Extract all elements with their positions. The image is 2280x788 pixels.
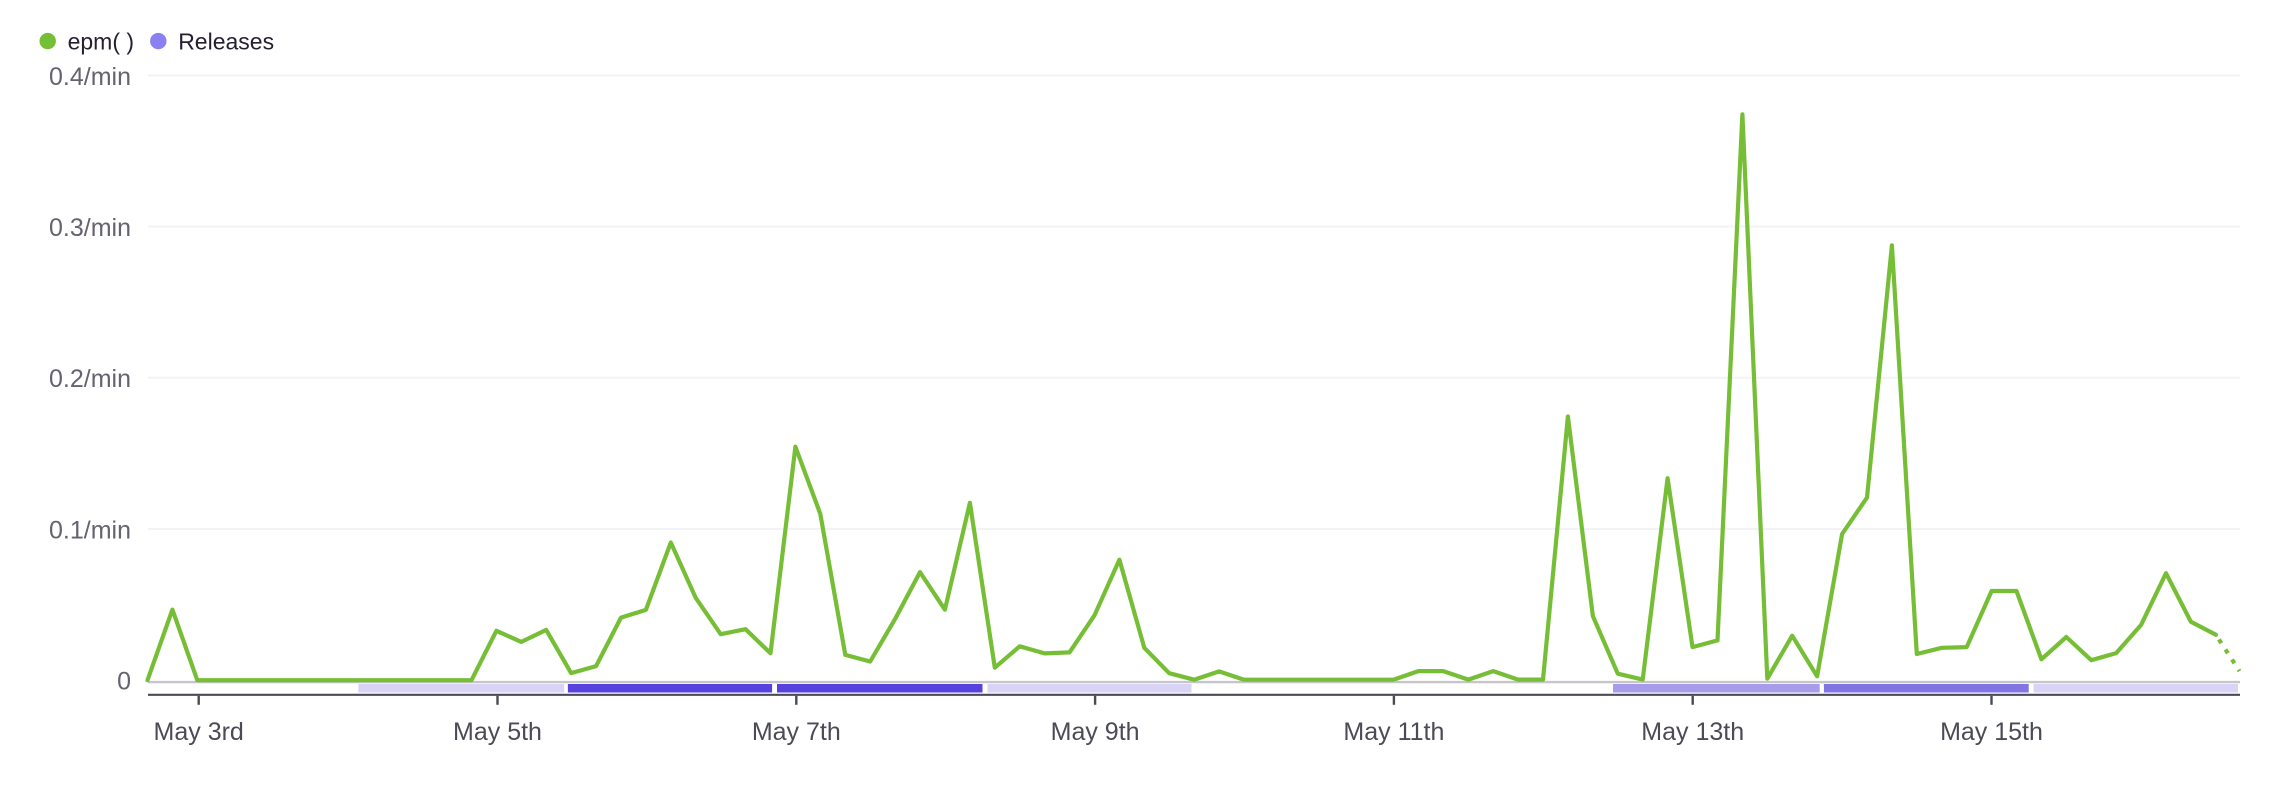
- svg-text:May 7th: May 7th: [752, 718, 841, 746]
- svg-text:May 9th: May 9th: [1051, 718, 1140, 746]
- svg-text:0.4/min: 0.4/min: [49, 63, 131, 91]
- svg-text:0.3/min: 0.3/min: [49, 214, 131, 242]
- svg-text:epm( ): epm( ): [68, 29, 134, 55]
- svg-text:May 13th: May 13th: [1641, 718, 1744, 746]
- svg-text:May 15th: May 15th: [1940, 718, 2043, 746]
- svg-text:0: 0: [117, 668, 131, 696]
- svg-text:0.1/min: 0.1/min: [49, 516, 131, 544]
- svg-text:0.2/min: 0.2/min: [49, 365, 131, 393]
- svg-text:May 5th: May 5th: [453, 718, 542, 746]
- svg-text:May 11th: May 11th: [1343, 718, 1444, 746]
- svg-text:May 3rd: May 3rd: [154, 718, 244, 746]
- svg-text:Releases: Releases: [178, 29, 274, 55]
